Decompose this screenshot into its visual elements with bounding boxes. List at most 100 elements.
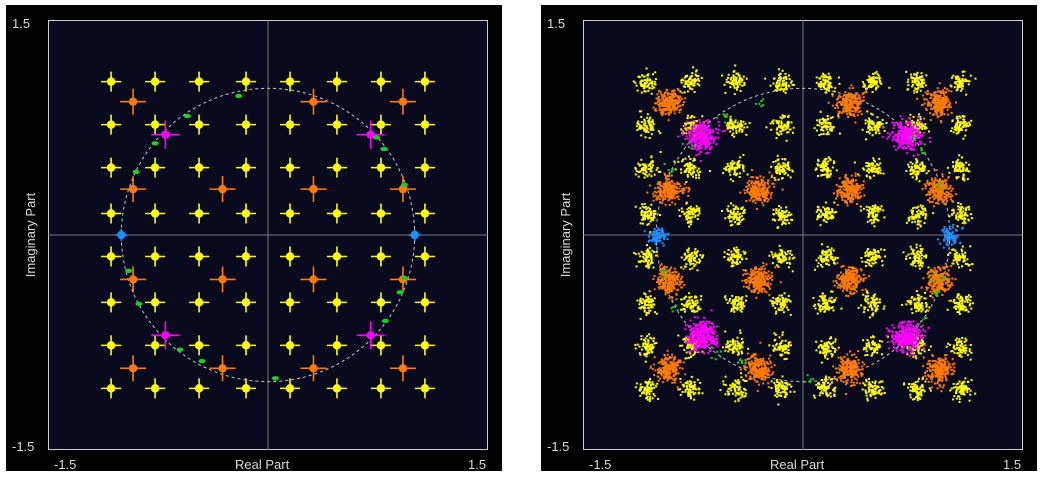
sample-dot [824,259,827,262]
yellow-point [722,153,749,183]
sample-dot [905,303,908,306]
sample-dot [830,290,833,293]
sample-dot [680,81,683,84]
sample-dot [781,353,784,356]
sample-dot [866,169,869,172]
sample-dot [916,176,918,179]
sample-dot [692,309,695,312]
sample-dot [906,347,909,350]
sample-dot [919,244,922,247]
sample-dot [649,124,652,127]
blue-point [408,229,421,241]
sample-dot [781,296,784,299]
sample-dot [688,380,691,383]
sample-dot [656,166,659,169]
sample-dot [736,162,739,165]
yellow-point [326,157,347,178]
sample-dot [688,207,691,209]
sample-dot [910,209,913,212]
sample-dot [677,160,680,163]
sample-dot [968,399,971,402]
sample-dot [788,169,791,171]
sample-dot [786,261,788,264]
sample-dot [872,157,875,160]
yellow-point [634,203,661,234]
sample-dot [967,298,970,301]
sample-dot [862,348,865,351]
sample-dot [877,170,880,173]
sample-dot [953,167,956,170]
sample-dot [877,206,879,209]
yellow-point [145,246,166,267]
sample-dot [880,82,883,85]
sample-dot [868,122,871,125]
sample-dot [732,347,735,350]
sample-dot [968,387,971,390]
sample-dot [821,212,824,215]
sample-dot [738,160,741,162]
sample-dot [778,256,781,259]
sample-dot [907,123,910,126]
sample-dot [915,390,918,393]
marker-dot [241,252,251,261]
sample-dot [950,85,953,88]
yellow-point [414,378,435,399]
sample-dot [952,259,955,262]
sample-dot [650,160,653,163]
sample-dot [646,223,649,226]
sample-dot [686,304,689,307]
sample-dot [961,80,964,83]
sample-dot [967,310,970,313]
sample-dot [738,223,741,225]
sample-dot [830,378,833,381]
sample-dot [693,265,696,268]
marker-dot [366,130,375,139]
sample-dot [728,171,731,174]
sample-dot [831,211,834,214]
sample-dot [777,218,780,221]
sample-dot [778,381,781,384]
sample-dot [825,157,828,160]
sample-dot [636,129,639,131]
sample-dot [864,299,867,302]
sample-dot [951,127,954,130]
sample-dot [867,126,870,129]
sample-dot [781,350,784,353]
sample-dot [781,171,784,173]
sample-dot [680,171,683,174]
sample-dot [687,83,690,86]
sample-dot [919,131,921,134]
sample-dot [918,305,921,308]
sample-dot [956,311,959,314]
sample-dot [694,304,697,307]
sample-dot [958,347,961,350]
sample-dot [921,262,924,265]
sample-dot [684,122,686,125]
sample-dot [917,173,920,176]
sample-dot [738,128,741,130]
sample-dot [640,214,643,216]
sample-dot [779,164,782,167]
sample-dot [875,130,878,133]
sample-dot [645,295,648,298]
sample-dot [957,256,960,259]
sample-dot [739,309,742,312]
sample-dot [955,177,958,180]
sample-dot [873,259,876,262]
sample-dot [738,176,741,178]
orange-point [209,266,236,293]
sample-dot [690,252,693,255]
sample-dot [911,124,914,127]
sample-dot [824,257,827,260]
sample-dot [824,120,827,123]
sample-dot [872,295,875,298]
sample-dot [921,389,923,391]
sample-dot [879,380,882,383]
sample-dot [639,81,642,84]
sample-dot [689,389,692,392]
sample-dot [694,215,697,218]
sample-dot [733,388,736,391]
sample-dot [909,393,912,396]
sample-dot [873,82,876,84]
sample-dot [781,125,784,128]
